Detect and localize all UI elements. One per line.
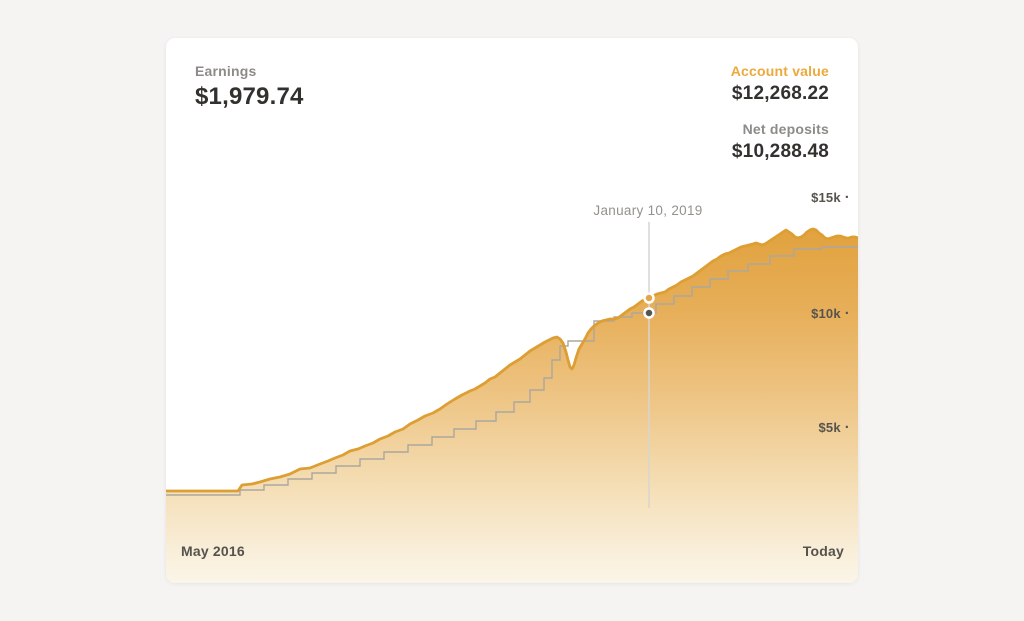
y-axis-tick-10k: $10k ·: [811, 304, 850, 322]
account-value-chart[interactable]: [166, 38, 858, 583]
account-chart-card: Earnings $1,979.74 Account value $12,268…: [166, 38, 858, 583]
tooltip-date-label: January 10, 2019: [593, 203, 703, 218]
earnings-label: Earnings: [195, 63, 257, 79]
account-value-summary: Account value $12,268.22: [731, 62, 829, 106]
net-deposits-step-line: [166, 246, 858, 496]
tick-dot: ·: [844, 304, 850, 322]
net-deposits-marker-dot: [643, 307, 655, 319]
x-axis-start-label: May 2016: [181, 543, 245, 559]
x-axis-end-label: Today: [802, 543, 844, 559]
account-value-area-fill: [166, 229, 858, 583]
y-tick-label: $5k: [818, 420, 841, 435]
account-value-amount: $12,268.22: [731, 83, 829, 104]
account-value-label: Account value: [730, 63, 829, 79]
y-tick-label: $10k: [811, 306, 841, 321]
y-axis-tick-15k: $15k ·: [811, 188, 850, 206]
tick-dot: ·: [844, 418, 850, 436]
y-tick-label: $15k: [811, 190, 841, 205]
account-value-marker-dot: [643, 292, 655, 304]
net-deposits-amount: $10,288.48: [731, 141, 829, 162]
earnings-value: $1,979.74: [195, 83, 304, 110]
balances-summary: Account value $12,268.22 Net deposits $1…: [731, 62, 829, 164]
account-value-line: [166, 227, 858, 493]
net-deposits-label: Net deposits: [742, 121, 829, 137]
net-deposits-summary: Net deposits $10,288.48: [731, 120, 829, 164]
tick-dot: ·: [844, 188, 850, 206]
y-axis-tick-5k: $5k ·: [818, 418, 851, 436]
earnings-summary: Earnings $1,979.74: [195, 62, 304, 112]
